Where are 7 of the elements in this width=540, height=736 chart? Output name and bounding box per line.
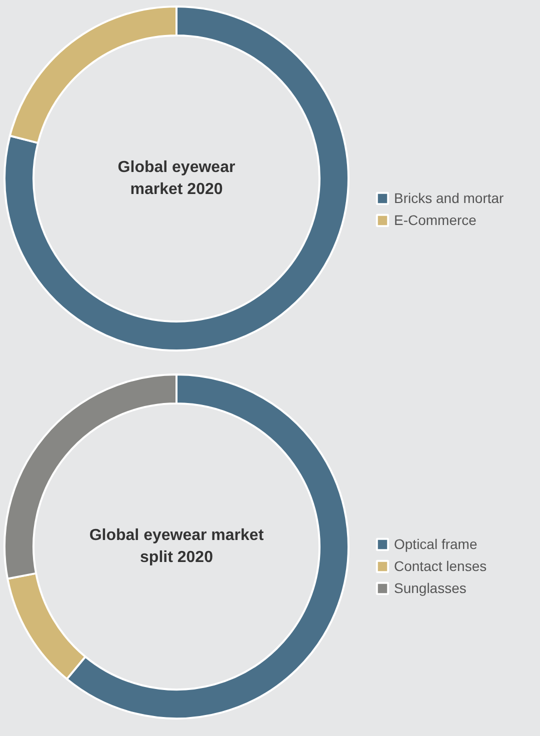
legend-label: Contact lenses [394, 558, 487, 574]
legend-label: E-Commerce [394, 212, 476, 228]
legend-label: Sunglasses [394, 580, 466, 596]
legend-label: Optical frame [394, 536, 478, 552]
text: Global eyewear market split 2020 [89, 527, 264, 566]
legend-label: Bricks and mortar [394, 190, 504, 206]
text: Global eyewear market 2020 [118, 159, 236, 198]
